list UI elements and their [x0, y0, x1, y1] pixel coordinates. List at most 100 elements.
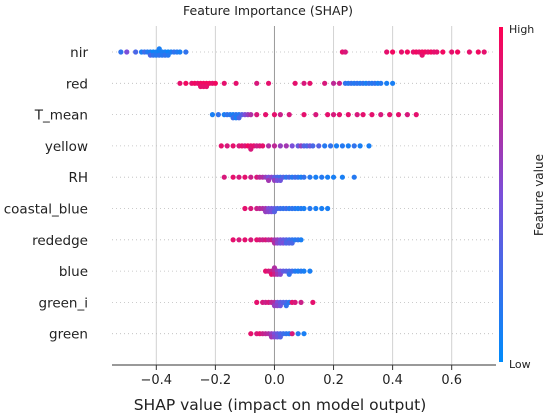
shap-point [310, 299, 316, 305]
shap-point [277, 143, 283, 149]
shap-point [351, 174, 357, 180]
shap-point [336, 112, 343, 118]
shap-point [322, 143, 328, 149]
shap-point [369, 112, 375, 118]
shap-point [254, 299, 260, 305]
shap-point [307, 205, 313, 212]
shap-point [378, 80, 384, 86]
shap-point [449, 49, 455, 55]
shap-point [283, 143, 289, 149]
feature-row-lines [112, 51, 496, 335]
shap-point [177, 80, 183, 86]
shap-point [183, 49, 189, 55]
shap-point [313, 112, 319, 118]
feature-label: green_i [39, 295, 89, 311]
shap-point [307, 80, 313, 86]
shap-point [224, 143, 230, 149]
shap-point [301, 174, 307, 180]
shap-point [313, 205, 319, 212]
shap-point [330, 112, 337, 118]
shap-point [333, 143, 340, 149]
x-tick-label: −0.4 [141, 373, 173, 388]
shap-point [339, 174, 345, 180]
shap-point [395, 112, 402, 118]
x-tick-label: 0.0 [264, 373, 285, 388]
feature-label: rededge [32, 233, 88, 249]
shap-point [301, 80, 307, 86]
shap-point [265, 143, 272, 149]
shap-point [325, 112, 331, 118]
shap-point [301, 268, 307, 274]
shap-point [301, 331, 307, 337]
shap-point [292, 80, 298, 86]
shap-point [209, 112, 216, 118]
shap-point [242, 174, 248, 180]
shap-point [212, 80, 218, 86]
shap-point [330, 80, 337, 86]
shap-point [236, 237, 242, 243]
x-ticks: −0.4 −0.2 0.0 0.2 0.4 0.6 [141, 365, 462, 388]
feature-label: green [49, 327, 88, 343]
shap-point [177, 49, 183, 55]
shap-point [307, 174, 313, 180]
shap-point [277, 112, 283, 118]
x-tick-label: −0.2 [200, 373, 232, 388]
shap-point [384, 80, 390, 86]
shap-point [413, 112, 419, 118]
shap-point [230, 237, 236, 243]
shap-point [390, 49, 396, 55]
shap-point [440, 49, 446, 55]
shap-point [260, 143, 266, 149]
shap-point [292, 299, 298, 305]
shap-point [230, 174, 236, 180]
feature-label: blue [59, 264, 88, 280]
shap-point [307, 268, 313, 274]
shap-point [390, 80, 396, 86]
shap-point [327, 143, 334, 149]
shap-point [301, 112, 307, 118]
shap-point [289, 143, 295, 149]
shap-point [345, 143, 351, 149]
shap-point [221, 80, 227, 86]
shap-point [342, 49, 348, 55]
shap-point [325, 205, 331, 212]
shap-point [339, 143, 345, 149]
shap-point [271, 112, 278, 118]
shap-point [298, 237, 304, 243]
shap-point [404, 49, 410, 55]
shap-point [215, 112, 221, 118]
shap-point [248, 331, 254, 337]
shap-point [248, 112, 254, 118]
shap-point [404, 112, 410, 118]
shap-point [316, 143, 322, 149]
shap-point [263, 112, 269, 118]
shap-point [286, 112, 292, 118]
shap-point [118, 49, 124, 55]
shap-point [254, 80, 260, 86]
shap-point [271, 143, 278, 149]
shap-point [378, 112, 384, 118]
feature-label: red [66, 76, 88, 92]
shap-point [387, 112, 393, 118]
shap-point [360, 112, 366, 118]
shap-point [248, 237, 254, 243]
shap-point [330, 174, 337, 180]
shap-point [455, 49, 461, 55]
x-tick-label: 0.4 [382, 373, 403, 388]
shap-point [319, 174, 325, 180]
shap-point [230, 143, 236, 149]
shap-point [242, 205, 248, 212]
shap-point [295, 331, 301, 337]
chart-title: Feature Importance (SHAP) [183, 3, 353, 18]
shap-point [254, 112, 260, 118]
shap-point [248, 174, 254, 180]
shap-point [301, 205, 307, 212]
x-tick-label: 0.6 [441, 373, 462, 388]
shap-points [118, 46, 487, 340]
shap-point [265, 80, 272, 86]
shap-point [434, 49, 440, 55]
feature-label: yellow [45, 139, 88, 155]
colorbar [499, 27, 503, 362]
